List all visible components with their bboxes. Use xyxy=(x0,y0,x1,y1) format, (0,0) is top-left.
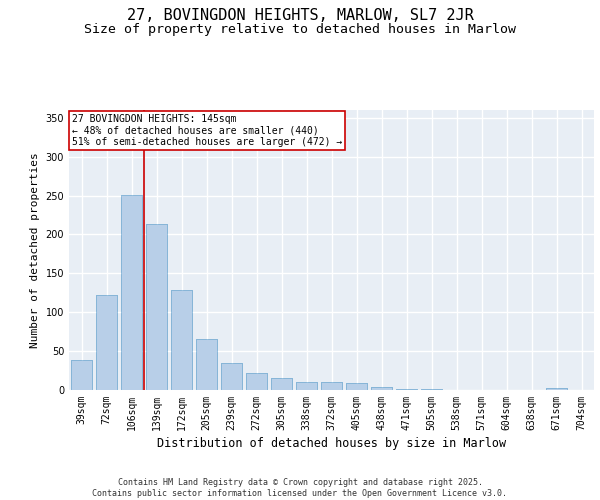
Bar xyxy=(371,387,392,390)
Bar xyxy=(146,224,167,390)
Bar xyxy=(171,290,192,390)
Bar xyxy=(371,387,392,390)
Bar xyxy=(346,383,367,390)
Bar xyxy=(246,373,267,390)
Bar xyxy=(196,338,217,390)
Bar xyxy=(96,295,117,390)
Bar xyxy=(271,378,292,390)
Bar xyxy=(121,195,142,390)
Bar xyxy=(296,382,317,390)
Bar xyxy=(321,382,342,390)
X-axis label: Distribution of detached houses by size in Marlow: Distribution of detached houses by size … xyxy=(157,437,506,450)
Bar xyxy=(271,378,292,390)
Bar xyxy=(546,388,567,390)
Bar xyxy=(321,382,342,390)
Bar xyxy=(396,389,417,390)
Bar xyxy=(421,389,442,390)
Bar xyxy=(71,360,92,390)
Text: Contains HM Land Registry data © Crown copyright and database right 2025.
Contai: Contains HM Land Registry data © Crown c… xyxy=(92,478,508,498)
Bar xyxy=(246,373,267,390)
Bar xyxy=(346,383,367,390)
Bar xyxy=(221,363,242,390)
Y-axis label: Number of detached properties: Number of detached properties xyxy=(30,152,40,348)
Bar xyxy=(121,195,142,390)
Bar xyxy=(196,338,217,390)
Bar xyxy=(146,224,167,390)
Text: Size of property relative to detached houses in Marlow: Size of property relative to detached ho… xyxy=(84,22,516,36)
Bar xyxy=(71,360,92,390)
Text: 27, BOVINGDON HEIGHTS, MARLOW, SL7 2JR: 27, BOVINGDON HEIGHTS, MARLOW, SL7 2JR xyxy=(127,8,473,22)
Bar xyxy=(171,290,192,390)
Text: 27 BOVINGDON HEIGHTS: 145sqm
← 48% of detached houses are smaller (440)
51% of s: 27 BOVINGDON HEIGHTS: 145sqm ← 48% of de… xyxy=(71,114,342,148)
Bar xyxy=(296,382,317,390)
Bar xyxy=(421,389,442,390)
Bar xyxy=(96,295,117,390)
Bar xyxy=(396,389,417,390)
Bar xyxy=(221,363,242,390)
Bar xyxy=(546,388,567,390)
